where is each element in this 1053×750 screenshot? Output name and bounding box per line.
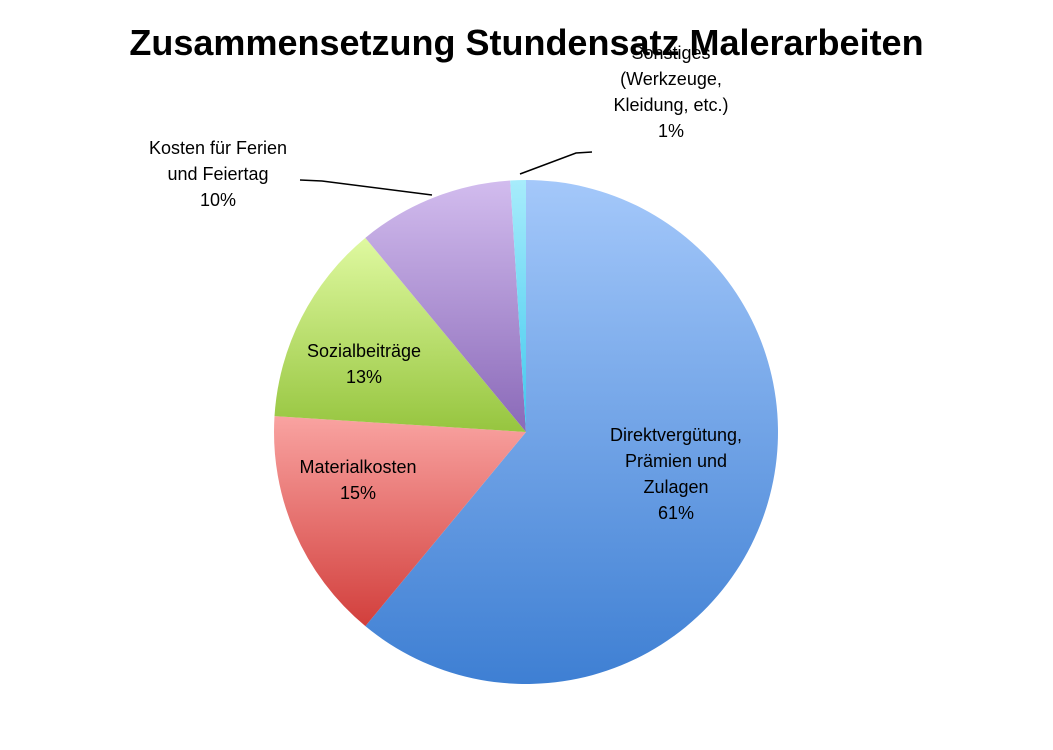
pie-slice — [510, 180, 526, 432]
slice-name-label: Direktvergütung, — [610, 425, 742, 445]
slice-label: Sozialbeiträge 13% — [307, 341, 421, 387]
slice-name-label: Kleidung, etc.) — [613, 95, 728, 115]
slice-name-label: Kosten für Ferien — [149, 138, 287, 158]
pie-slice — [365, 180, 778, 684]
slice-name-label: Sonstiges — [631, 43, 710, 63]
slice-label: Direktvergütung, Prämien und Zulagen 61% — [610, 425, 742, 523]
slice-name-label: Sozialbeiträge — [307, 341, 421, 361]
leader-line — [519, 151, 593, 175]
slice-percent-label: 10% — [200, 190, 236, 210]
slice-name-label: Materialkosten — [299, 457, 416, 477]
slice-percent-label: 13% — [346, 367, 382, 387]
slice-label: Kosten für Ferien und Feiertag 10% — [149, 138, 287, 210]
leader-lines — [299, 151, 593, 196]
pie-slice — [274, 416, 526, 627]
slice-name-label: Prämien und — [625, 451, 727, 471]
slice-labels: Direktvergütung, Prämien und Zulagen 61% Mat… — [149, 43, 742, 523]
pie-slice — [274, 237, 526, 432]
chart-title: Zusammensetzung Stundensatz Malerarbeite… — [129, 22, 924, 63]
slice-name-label: und Feiertag — [167, 164, 268, 184]
slice-percent-label: 15% — [340, 483, 376, 503]
slice-label: Materialkosten 15% — [299, 457, 416, 503]
slice-name-label: Zulagen — [643, 477, 708, 497]
slice-percent-label: 1% — [658, 121, 684, 141]
slice-label: Sonstiges (Werkzeuge, Kleidung, etc.) 1% — [613, 43, 728, 141]
slice-name-label: (Werkzeuge, — [620, 69, 722, 89]
slice-percent-label: 61% — [658, 503, 694, 523]
pie-slices — [274, 180, 778, 684]
leader-line — [299, 179, 433, 196]
pie-slice — [365, 180, 526, 432]
